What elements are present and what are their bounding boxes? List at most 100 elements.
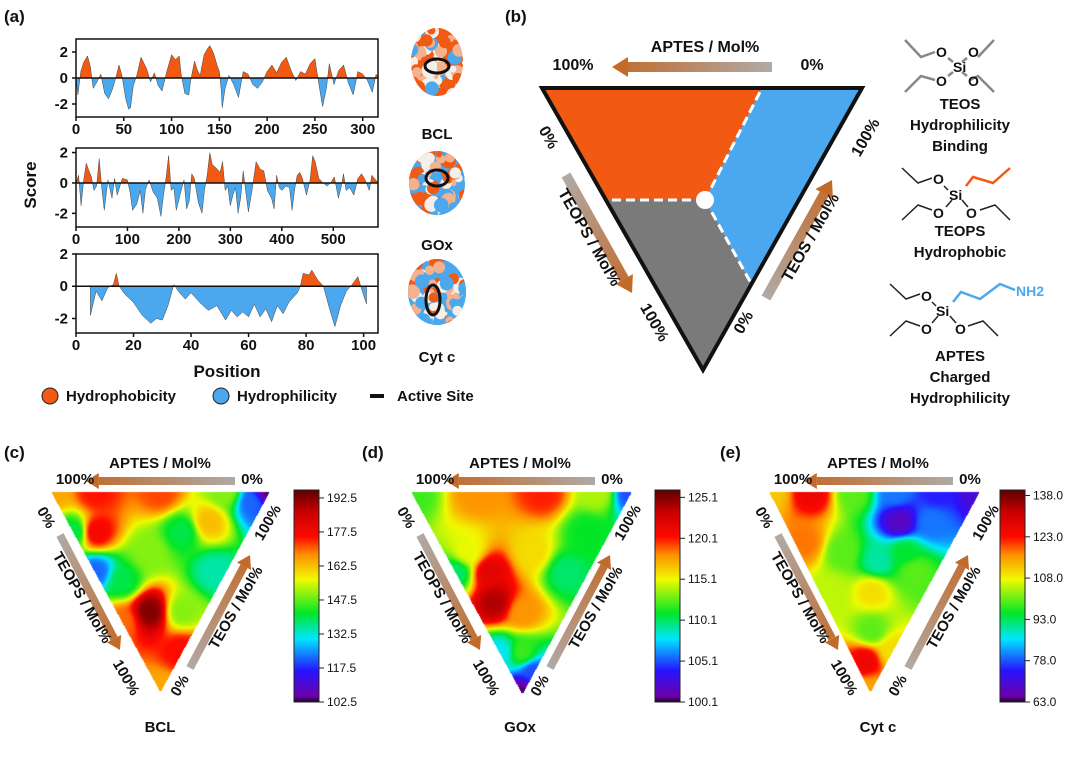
colorbar-tick-label: 78.0 [1033,654,1057,668]
x-tick-label: 80 [298,337,315,354]
teops-axis-title: TEOPS / Mol% [409,549,475,646]
aptes-100-label: 100% [416,471,454,488]
x-tick-label: 200 [166,231,191,248]
triangle-frame [538,86,866,375]
atom-si: Si [936,303,949,319]
hydrophobicity-legend-marker [41,387,59,405]
teops-arrow-head [824,634,840,650]
y-tick-label: -2 [55,205,68,222]
heatmap-title: Cyt c [860,719,897,736]
active-site-marker [424,168,450,188]
teos-0-label: 0% [527,672,553,699]
heatmap-title: GOx [504,719,536,736]
x-tick-label: 500 [321,231,346,248]
hydropathy-plot-0: 0 50 100 150 200 250 300-202 [55,38,379,138]
atom-o: O [955,321,966,337]
teops-axis-title: TEOPS / Mol% [49,549,115,646]
atom-o: O [968,44,979,60]
heatmap-title: BCL [145,719,176,736]
x-tick-label: 0 [72,337,80,354]
hydrophobic-area [90,269,367,287]
panel-label-c: (c) [4,443,25,462]
y-tick-label: -2 [55,310,68,327]
legend-hydrophobicity: Hydrophobicity [66,388,177,405]
protein-surface-2 [408,259,466,325]
protein-surface-1 [409,151,465,215]
aptes-desc: Hydrophilicity [910,390,1011,407]
ternary-phase-diagram [538,86,866,375]
teops-desc: Hydrophobic [914,244,1007,261]
teops-structure [901,167,1011,221]
teos-100-label: 100% [611,502,645,544]
teops-100-label: 100% [827,657,861,699]
teops-name: TEOPS [935,223,986,240]
aptes-100-label: 100% [553,57,594,74]
heatmap-cytc: 138.0 123.0 108.0 93.0 78.0 63.0 APTES / Mol% 1… [751,455,1063,736]
teops-arrow [561,172,629,282]
x-tick-label: 60 [240,337,257,354]
hydrophilic-area [76,182,378,217]
heatmap-gox: 125.1 120.1 115.1 110.1 105.1 100.1 APTES / Mo… [393,455,718,736]
protein-structures [408,28,466,325]
atom-o: O [933,171,944,187]
protein-surface-0 [411,28,463,96]
x-tick-label: 400 [269,231,294,248]
center-point [696,191,714,209]
atom-o: O [921,321,932,337]
aptes-arrow-head [86,473,99,489]
aptes-axis-title: APTES / Mol% [109,455,211,472]
protein-label-gox: GOx [421,237,453,254]
teops-rich-region [605,200,752,370]
colorbar-tick-label: 162.5 [327,559,357,573]
teops-arrow-head [106,634,122,650]
aptes-arrow-head [446,473,459,489]
y-tick-label: 0 [60,175,68,192]
atom-o: O [966,205,977,221]
aptes-0-label: 0% [601,471,623,488]
aptes-axis-title: APTES / Mol% [469,455,571,472]
colorbar-tick-label: 93.0 [1033,612,1057,626]
x-tick-label: 100 [159,121,184,138]
y-axis-label: Score [21,161,40,208]
aptes-rich-region [542,88,762,200]
colorbar [293,489,320,703]
x-tick-label: 300 [350,121,375,138]
y-tick-label: 0 [60,278,68,295]
molecule-labels: TEOS Hydrophilicity Binding TEOPS Hydrop… [910,96,1011,407]
hydrophilic-area [76,78,378,110]
hydropathy-plot-2: 0 20 40 60 80 100-202 [55,246,379,354]
teos-name: TEOS [940,96,981,113]
colorbar [999,489,1026,703]
y-tick-label: 2 [60,44,68,61]
x-tick-label: 150 [207,121,232,138]
teos-rich-region [705,88,862,285]
y-tick-label: 2 [60,145,68,162]
colorbar-tick-label: 105.1 [688,654,718,668]
aptes-desc: Charged [930,369,991,386]
x-tick-label: 200 [255,121,280,138]
colorbar-tick-label: 123.0 [1033,530,1063,544]
teos-100-label: 100% [251,502,285,544]
teops-0-label: 0% [751,504,777,531]
heatmap-annotations: 192.5 177.5 162.5 147.5 132.5 117.5 102.5 APTES… [33,455,1063,736]
heatmap-bcl: 192.5 177.5 162.5 147.5 132.5 117.5 102.5 APTES… [33,455,357,736]
colorbar-tick-label: 138.0 [1033,489,1063,503]
teos-arrow-head [236,555,252,571]
x-tick-label: 300 [218,231,243,248]
amine-group: NH2 [1016,283,1044,299]
colorbar-tick-label: 192.5 [327,491,357,505]
colorbar-tick-label: 102.5 [327,695,357,709]
teos-structure [904,39,995,93]
legend: Hydrophobicity Hydrophilicity Active Sit… [41,387,474,405]
teos-desc: Hydrophilicity [910,117,1011,134]
teos-arrow [546,564,608,670]
atom-o: O [933,205,944,221]
colorbar-tick-label: 147.5 [327,593,357,607]
aptes-0-label: 0% [241,471,263,488]
hydrophilicity-legend-marker [212,387,230,405]
colorbar-tick-label: 115.1 [688,572,717,586]
legend-hydrophilicity: Hydrophilicity [237,388,338,405]
